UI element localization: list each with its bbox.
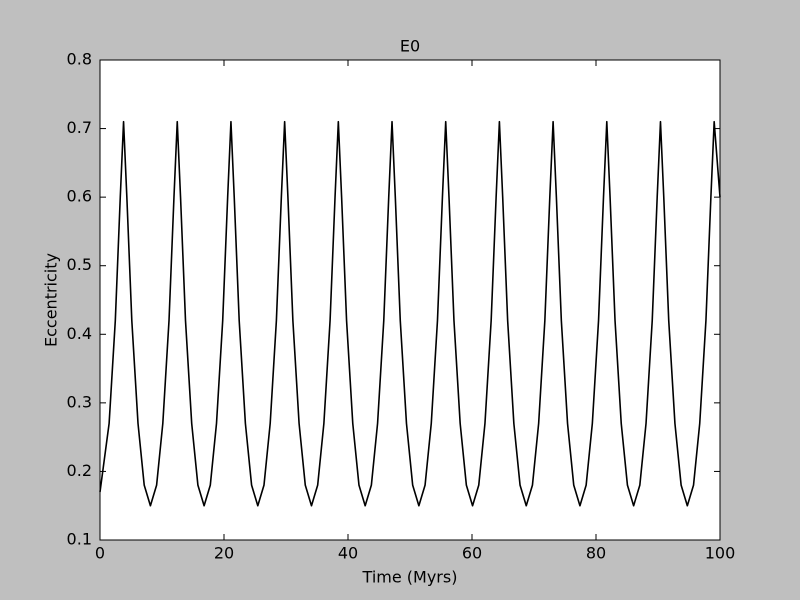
x-axis-label: Time (Myrs) bbox=[362, 568, 458, 587]
x-tick-label: 40 bbox=[338, 544, 358, 563]
y-tick-label: 0.1 bbox=[67, 530, 92, 549]
y-tick-label: 0.5 bbox=[67, 255, 92, 274]
y-tick-label: 0.2 bbox=[67, 461, 92, 480]
y-tick-label: 0.3 bbox=[67, 392, 92, 411]
plot-area bbox=[100, 60, 720, 540]
x-tick-label: 20 bbox=[214, 544, 234, 563]
y-axis-label: Eccentricity bbox=[42, 253, 61, 347]
plot-frame bbox=[99, 59, 721, 541]
data-line bbox=[99, 120, 721, 507]
x-tick-label: 100 bbox=[705, 544, 736, 563]
x-tick-label: 60 bbox=[462, 544, 482, 563]
y-tick-label: 0.8 bbox=[67, 50, 92, 69]
x-tick-label: 0 bbox=[95, 544, 105, 563]
y-tick-label: 0.4 bbox=[67, 324, 92, 343]
chart-title: E0 bbox=[400, 37, 420, 56]
x-tick-label: 80 bbox=[586, 544, 606, 563]
y-tick-label: 0.6 bbox=[67, 187, 92, 206]
y-tick-label: 0.7 bbox=[67, 118, 92, 137]
